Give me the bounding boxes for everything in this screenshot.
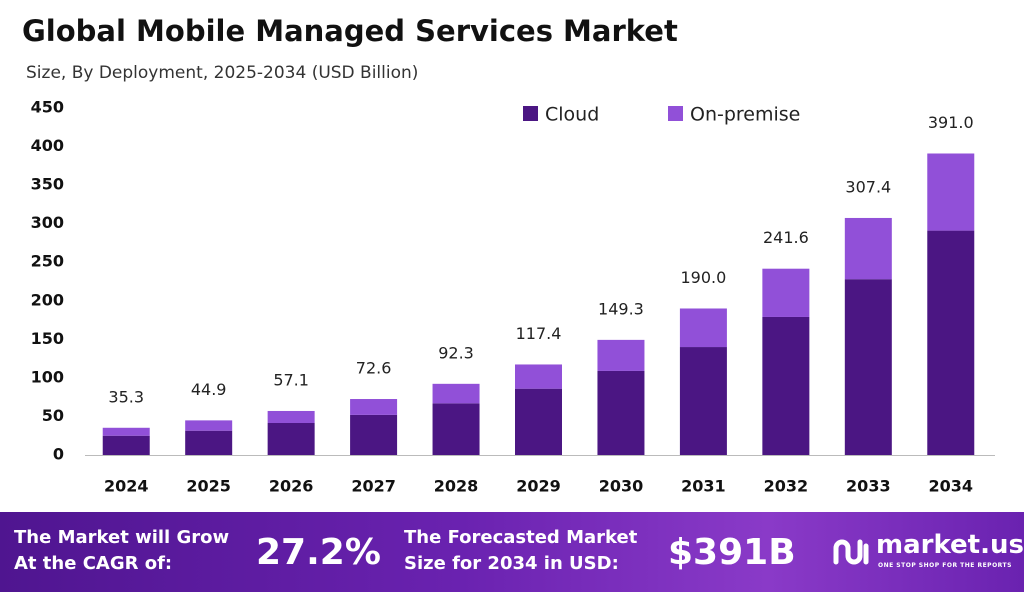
x-tick-label: 2028	[434, 477, 479, 496]
y-tick-label: 300	[31, 213, 64, 232]
bar-segment	[350, 399, 398, 415]
x-tick-label: 2026	[269, 477, 314, 496]
brand-tagline: ONE STOP SHOP FOR THE REPORTS	[878, 562, 1012, 569]
bar-segment	[102, 435, 150, 455]
brand-logo	[833, 539, 869, 565]
bar-segment	[267, 410, 315, 423]
total-label: 190.0	[681, 268, 727, 287]
cagr-value: 27.2%	[256, 532, 381, 573]
y-tick-label: 350	[31, 175, 64, 194]
legend-swatch	[668, 106, 683, 121]
cagr-text: The Market will Grow At the CAGR of:	[14, 527, 230, 574]
forecast-text: The Forecasted Market Size for 2034 in U…	[404, 527, 638, 574]
x-tick-label: 2027	[351, 477, 396, 496]
total-label: 72.6	[356, 359, 392, 378]
y-tick-label: 50	[42, 406, 64, 425]
bar-segment	[927, 153, 975, 231]
bar-segment	[844, 217, 892, 280]
chart: Global Mobile Managed Services Market Si…	[22, 14, 995, 496]
bar-segment	[185, 430, 233, 455]
y-tick-label: 250	[31, 252, 64, 271]
x-tick-label: 2034	[929, 477, 974, 496]
chart-title: Global Mobile Managed Services Market	[22, 14, 678, 48]
total-label: 92.3	[438, 343, 474, 362]
y-tick-label: 100	[31, 367, 64, 386]
y-tick-label: 400	[31, 136, 64, 155]
x-tick-label: 2033	[846, 477, 891, 496]
total-label: 117.4	[516, 324, 562, 343]
x-tick-label: 2030	[599, 477, 644, 496]
forecast-value: $391B	[668, 532, 796, 573]
total-label: 57.1	[273, 370, 309, 389]
x-tick-label: 2032	[764, 477, 809, 496]
bar-segment	[102, 427, 150, 436]
total-label: 149.3	[598, 299, 644, 318]
bar-segment	[515, 388, 562, 455]
y-tick-label: 0	[53, 445, 64, 464]
legend-label: Cloud	[545, 104, 599, 126]
legend-label: On-premise	[690, 104, 800, 126]
brand-name: market.us	[876, 530, 1024, 560]
x-tick-label: 2029	[516, 477, 561, 496]
bar-segment	[597, 370, 645, 455]
bar-segment	[432, 403, 480, 455]
bar-segment	[432, 383, 480, 404]
total-label: 241.6	[763, 228, 809, 247]
legend-swatch	[523, 106, 538, 121]
total-label: 391.0	[928, 113, 974, 132]
bar-segment	[515, 364, 562, 389]
x-tick-label: 2031	[681, 477, 726, 496]
bar-segment	[844, 279, 892, 455]
total-label: 307.4	[845, 177, 891, 196]
bar-segment	[679, 308, 727, 348]
bar-segment	[679, 347, 727, 455]
y-tick-label: 150	[31, 329, 64, 348]
y-tick-label: 200	[31, 290, 64, 309]
bar-segment	[927, 230, 975, 455]
x-tick-label: 2024	[104, 477, 149, 496]
bar-segment	[185, 420, 233, 431]
x-tick-label: 2025	[186, 477, 231, 496]
bar-segment	[350, 414, 398, 455]
total-label: 35.3	[108, 387, 144, 406]
bar-segment	[267, 422, 315, 455]
bar-segment	[762, 268, 810, 317]
total-label: 44.9	[191, 380, 227, 399]
y-tick-label: 450	[31, 98, 64, 117]
footer-banner: The Market will Grow At the CAGR of: 27.…	[0, 512, 1024, 592]
chart-subtitle: Size, By Deployment, 2025-2034 (USD Bill…	[26, 63, 418, 83]
bar-segment	[597, 339, 645, 371]
bar-segment	[762, 316, 810, 455]
